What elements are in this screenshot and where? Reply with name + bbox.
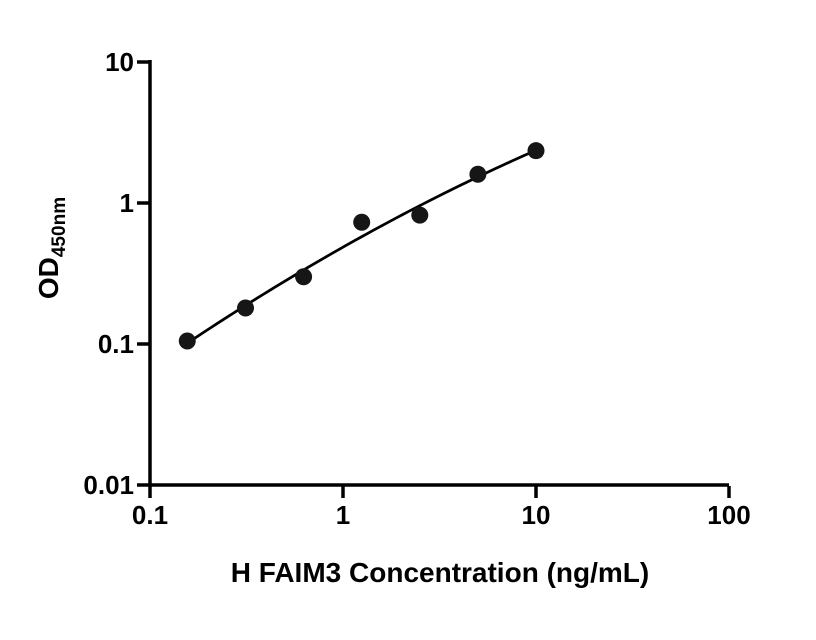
data-point (237, 299, 255, 317)
data-point (527, 142, 545, 160)
data-point (469, 165, 487, 183)
x-tick-label: 0.1 (131, 500, 169, 530)
y-axis-title-main: OD (33, 257, 65, 300)
data-point (295, 268, 313, 286)
x-tick-label: 100 (707, 500, 751, 530)
y-tick-label: 1 (119, 188, 134, 218)
x-tick-label: 10 (521, 500, 551, 530)
y-tick-label: 0.1 (97, 329, 134, 359)
data-point (411, 206, 429, 224)
y-tick-label: 10 (105, 47, 134, 77)
data-point (178, 332, 196, 350)
data-point (353, 213, 371, 231)
x-tick-label: 1 (335, 500, 351, 530)
x-axis-title: H FAIM3 Concentration (ng/mL) (230, 557, 650, 588)
y-tick-label: 0.01 (83, 470, 134, 500)
y-axis-title-subscript: 450nm (48, 196, 70, 258)
y-axis-title: OD450nm (33, 197, 71, 299)
